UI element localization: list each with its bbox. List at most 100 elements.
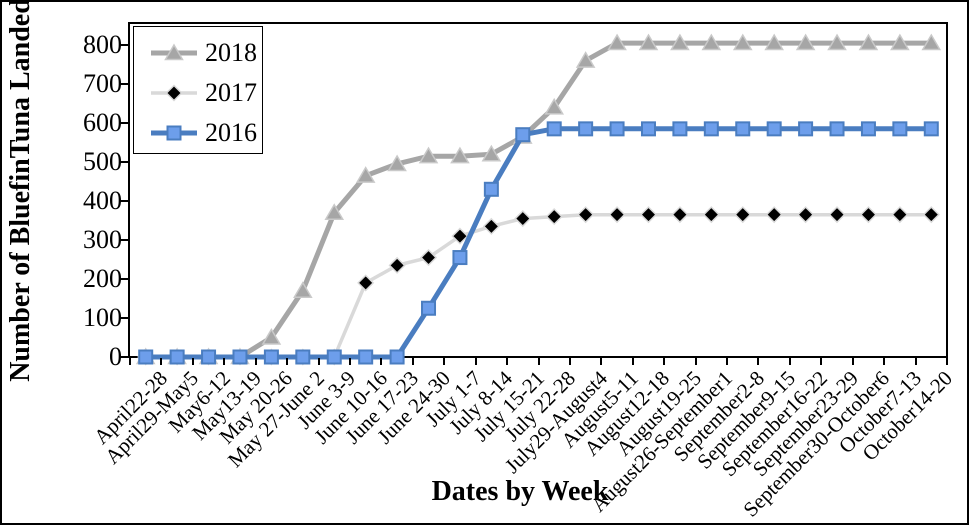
data-point-marker — [701, 33, 722, 51]
data-point-marker — [451, 227, 469, 245]
data-point-marker — [165, 84, 183, 102]
y-tick-label: 500 — [83, 147, 122, 176]
data-point-marker — [482, 217, 500, 235]
data-point-marker — [138, 349, 154, 365]
y-tick-label: 200 — [83, 264, 122, 293]
x-tick-mark — [663, 358, 666, 365]
data-point-marker — [387, 154, 407, 172]
y-tick-label: 800 — [83, 30, 122, 59]
legend-label: 2018 — [205, 38, 257, 67]
y-tick-label: 700 — [83, 69, 122, 98]
diamond-marker-icon — [151, 84, 197, 102]
data-point-marker — [608, 206, 626, 224]
data-point-marker — [419, 248, 438, 267]
y-tick-mark — [120, 317, 129, 319]
data-point-marker — [326, 349, 342, 365]
data-point-marker — [166, 125, 182, 141]
x-tick-mark — [914, 358, 917, 365]
data-point-marker — [545, 208, 563, 226]
data-point-marker — [766, 121, 782, 137]
data-point-marker — [295, 349, 311, 365]
x-tick-mark — [537, 358, 540, 365]
data-point-marker — [765, 206, 783, 224]
y-tick-mark — [120, 200, 129, 202]
data-point-marker — [481, 144, 502, 162]
series-line-2017 — [145, 212, 932, 359]
data-point-marker — [232, 349, 248, 365]
x-tick-mark — [506, 358, 509, 365]
data-point-marker — [764, 33, 784, 51]
data-point-marker — [827, 33, 847, 51]
data-point-marker — [358, 349, 374, 365]
data-point-marker — [892, 121, 908, 137]
x-tick-mark — [726, 358, 729, 365]
plot-area — [128, 22, 948, 358]
y-tick-label: 0 — [109, 342, 122, 371]
x-tick-mark — [820, 358, 823, 365]
legend-label: 2016 — [205, 118, 257, 147]
y-tick-label: 600 — [83, 108, 122, 137]
x-tick-mark — [631, 358, 634, 365]
data-point-marker — [261, 328, 282, 345]
x-tick-mark — [883, 358, 886, 365]
x-tick-mark — [600, 358, 603, 365]
series-line-2018 — [145, 40, 932, 360]
data-point-marker — [798, 121, 814, 137]
x-tick-mark — [286, 358, 289, 365]
x-tick-mark — [568, 358, 571, 365]
data-point-marker — [483, 181, 499, 197]
x-tick-mark — [223, 358, 226, 365]
y-tick-mark — [120, 44, 129, 46]
y-tick-mark — [120, 83, 129, 85]
y-tick-mark — [120, 239, 129, 241]
data-point-marker — [609, 121, 625, 137]
data-point-marker — [544, 97, 565, 115]
data-point-marker — [703, 121, 719, 137]
data-point-marker — [639, 206, 658, 224]
data-point-marker — [357, 274, 375, 292]
data-point-marker — [735, 121, 751, 137]
data-point-marker — [890, 33, 910, 51]
y-tick-mark — [120, 278, 129, 280]
data-point-marker — [891, 206, 909, 224]
square-marker-icon — [151, 125, 197, 141]
x-tick-mark — [757, 358, 760, 365]
data-point-marker — [607, 33, 627, 51]
data-point-marker — [575, 51, 596, 68]
data-point-marker — [578, 121, 594, 137]
data-point-marker — [418, 146, 439, 164]
data-point-marker — [671, 206, 689, 224]
data-point-marker — [734, 206, 752, 224]
x-tick-mark — [443, 358, 446, 365]
x-tick-mark — [129, 358, 131, 365]
legend-item-2017: 2017 — [150, 73, 262, 113]
data-point-marker — [355, 166, 376, 183]
data-point-marker — [263, 349, 279, 365]
x-tick-mark — [254, 358, 257, 365]
x-axis-title: Dates by Week — [431, 476, 609, 507]
data-point-marker — [829, 121, 845, 137]
data-point-marker — [169, 349, 185, 365]
data-point-marker — [672, 121, 688, 137]
y-tick-label: 100 — [83, 303, 122, 332]
data-point-marker — [577, 206, 595, 224]
x-tick-mark — [474, 358, 477, 365]
data-point-marker — [797, 206, 815, 224]
data-point-marker — [514, 209, 532, 228]
y-tick-mark — [120, 161, 129, 163]
data-point-marker — [164, 43, 184, 61]
x-tick-mark — [348, 358, 351, 365]
data-point-marker — [828, 206, 846, 224]
data-point-marker — [515, 127, 531, 143]
data-point-marker — [201, 349, 217, 365]
data-point-marker — [324, 203, 345, 220]
data-point-marker — [546, 121, 562, 137]
data-point-marker — [389, 349, 405, 365]
x-tick-mark — [788, 358, 791, 365]
data-point-marker — [452, 250, 468, 266]
x-tick-mark — [380, 358, 383, 365]
data-point-marker — [795, 33, 816, 51]
data-point-marker — [421, 300, 437, 316]
data-point-marker — [921, 33, 942, 51]
chart-legend: 2018 2017 2016 — [133, 26, 263, 154]
